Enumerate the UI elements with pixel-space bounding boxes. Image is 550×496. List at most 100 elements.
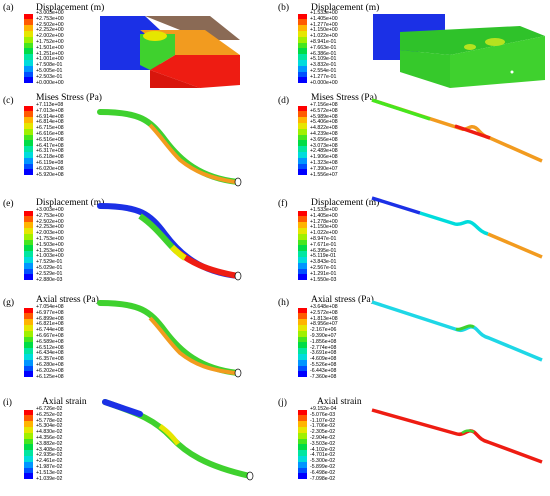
panel-label-g: (g) xyxy=(3,298,15,308)
legend-tick-label: +2.753e+00 xyxy=(36,15,64,22)
legend-tick-label: -7.360e+08 xyxy=(310,373,337,380)
legend-tick-label: +6.434e+08 xyxy=(36,350,64,357)
legend-tick-label: -3.691e+08 xyxy=(310,350,337,357)
legend-tick-label: +6.317e+08 xyxy=(36,148,64,155)
legend-tick-label: +6.616e+08 xyxy=(36,131,64,137)
legend-swatch xyxy=(298,438,307,445)
legend-swatch xyxy=(24,13,33,20)
legend-swatch xyxy=(298,359,307,366)
panel-a: (a) Displacement (m) +3.003e+00 +2.753e+00 +… xyxy=(0,0,275,99)
legend-tick-label: +8.941e-01 xyxy=(310,39,337,45)
legend-tick-label: +0.000e+00 xyxy=(36,79,64,86)
legend-tick-label: +2.753e+00 xyxy=(36,212,64,219)
legend-swatch xyxy=(298,77,307,84)
legend-title-b: Displacement (m) xyxy=(311,3,380,13)
legend-swatch xyxy=(24,169,33,176)
legend-swatch xyxy=(24,117,33,123)
legend-swatch xyxy=(298,371,307,378)
legend-swatch xyxy=(298,257,307,263)
legend-title-f: Displacement (m) xyxy=(311,198,380,208)
legend-tick-label: +5.406e+08 xyxy=(310,119,338,126)
legend-tick-label: +1.277e+00 xyxy=(310,21,338,28)
legend-swatch xyxy=(298,42,307,49)
legend-tick-label: +4.356e-02 xyxy=(36,435,63,441)
legend-swatch xyxy=(298,251,307,257)
legend-swatch xyxy=(24,54,33,60)
legend-swatch xyxy=(298,342,307,349)
legend-swatch xyxy=(24,342,33,349)
legend-tick-label: +1.150e+00 xyxy=(310,27,338,34)
legend-tick-label: -2.167e+06 xyxy=(310,327,337,334)
legend-swatch xyxy=(24,146,33,152)
legend-tick-label: +3.882e-02 xyxy=(36,440,63,447)
legend-swatch xyxy=(24,450,33,456)
legend-tick-label: +1.278e+00 xyxy=(310,218,338,225)
legend-swatch xyxy=(24,222,33,228)
legend-tick-label: +1.906e+08 xyxy=(310,154,338,161)
legend-tick-label: +1.533e+00 xyxy=(310,207,338,213)
panel-c: (c) Mises Stress (Pa) +7.113e+08 +7.013e+08… xyxy=(0,93,275,192)
legend-swatch xyxy=(24,268,33,275)
legend-swatch xyxy=(24,105,33,112)
legend-swatch xyxy=(24,307,33,314)
legend-tick-label: +1.753e+00 xyxy=(36,236,64,242)
panel-label-c: (c) xyxy=(3,96,14,106)
legend-swatch xyxy=(24,313,33,320)
legend-tick-label: +3.648e+08 xyxy=(310,304,338,310)
legend-tick-label: +3.832e-01 xyxy=(310,62,337,69)
legend-swatch xyxy=(24,359,33,366)
legend-tick-label: -4.701e-02 xyxy=(310,452,336,459)
legend-swatch xyxy=(298,152,307,158)
legend-tick-label: +1.405e+00 xyxy=(310,212,338,219)
legend-swatch xyxy=(24,473,33,480)
panel-label-f: (f) xyxy=(278,199,288,209)
panel-g: (g) Axial stress (Pa) +7.054e+08 +6.977e+08… xyxy=(0,295,275,394)
legend-tick-label: -3.503e-02 xyxy=(310,440,336,447)
legend-tick-label: +1.405e+00 xyxy=(310,15,338,22)
legend-swatch xyxy=(24,31,33,37)
legend-tick-label: +7.390e+07 xyxy=(310,165,338,172)
legend-swatch xyxy=(298,409,307,416)
legend-swatch xyxy=(298,461,307,468)
legend-swatch xyxy=(298,13,307,20)
legend-tick-label: -5.076e-03 xyxy=(310,411,336,418)
legend-swatch xyxy=(24,319,33,325)
legend-swatch xyxy=(24,36,33,43)
legend-tick-label: +6.020e+08 xyxy=(36,165,64,172)
legend-tick-label: +3.003e+00 xyxy=(36,207,64,213)
legend-tick-label: +2.489e+08 xyxy=(310,148,338,155)
legend-tick-label: -7.098e-02 xyxy=(310,475,336,482)
legend-swatch xyxy=(298,262,307,269)
legend-swatch xyxy=(24,348,33,354)
legend-swatch xyxy=(298,450,307,456)
legend-tick-label: +7.529e-01 xyxy=(36,259,63,266)
legend-swatch xyxy=(24,140,33,147)
legend-tick-label: +6.726e-02 xyxy=(36,406,63,412)
legend-swatch xyxy=(24,233,33,240)
legend-title-j: Axial strain xyxy=(317,397,362,407)
legend-swatch xyxy=(298,54,307,60)
legend-tick-label: +2.503e-01 xyxy=(36,73,63,80)
legend-swatch xyxy=(24,71,33,78)
legend-swatch xyxy=(24,257,33,263)
legend-swatch xyxy=(24,456,33,462)
legend-tick-label: +6.715e+08 xyxy=(36,125,64,132)
legend-tick-label: +1.291e-01 xyxy=(310,270,337,277)
legend-swatch xyxy=(24,365,33,372)
legend-swatch xyxy=(298,432,307,439)
legend-tick-label: +6.814e+08 xyxy=(36,119,64,126)
legend-tick-label: +2.502e+00 xyxy=(36,21,64,28)
legend-swatch xyxy=(298,268,307,275)
panel-d: (d) Mises Stress (Pa) +7.156e+08 +6.572e+08… xyxy=(275,93,550,192)
legend-swatch xyxy=(24,336,33,343)
legend-swatch xyxy=(298,19,307,26)
legend-title-g: Axial stress (Pa) xyxy=(36,295,99,305)
legend-tick-label: +6.119e+08 xyxy=(36,160,64,166)
legend-tick-label: +6.218e+08 xyxy=(36,154,64,161)
legend-swatch xyxy=(24,128,33,135)
panel-label-d: (d) xyxy=(278,96,290,106)
legend-tick-label: +8.956e+07 xyxy=(310,321,338,328)
legend-tick-label: +1.022e+00 xyxy=(310,33,338,40)
legend-title-d: Mises Stress (Pa) xyxy=(311,93,377,103)
